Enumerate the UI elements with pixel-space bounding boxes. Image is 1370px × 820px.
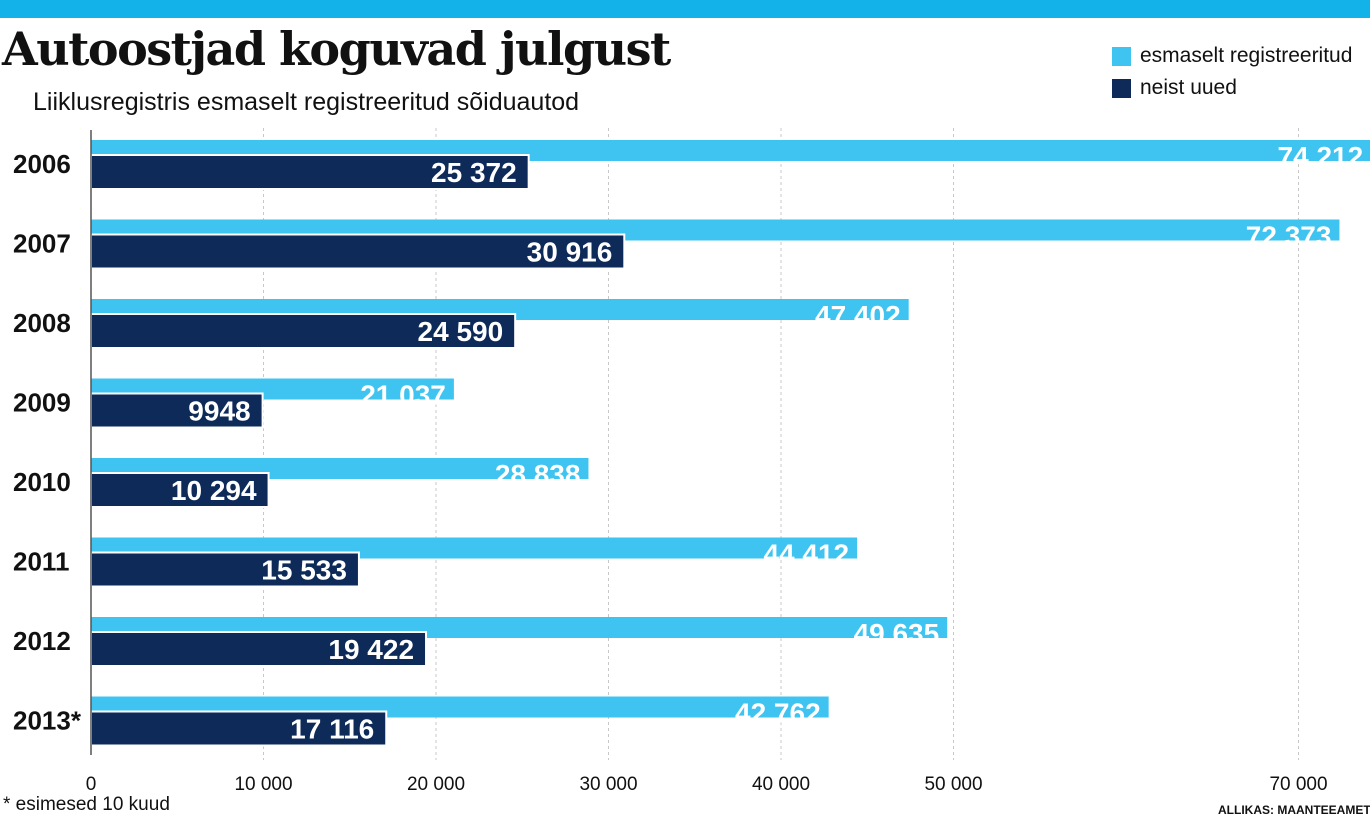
bar-new-0 bbox=[90, 154, 530, 190]
value-label-new-4: 10 294 bbox=[171, 475, 257, 506]
legend: esmaselt registreeritud neist uued bbox=[1112, 42, 1352, 106]
chart-subtitle: Liiklusregistris esmaselt registreeritud… bbox=[33, 88, 580, 116]
x-tick-label-3: 30 000 bbox=[579, 774, 637, 795]
value-label-new-6: 19 422 bbox=[328, 634, 414, 665]
value-label-new-2: 24 590 bbox=[418, 316, 504, 347]
value-label-registered-0: 74 212 bbox=[1278, 141, 1364, 172]
year-label-3: 2009 bbox=[13, 388, 71, 418]
legend-label-new: neist uued bbox=[1140, 76, 1237, 99]
bar-new-2 bbox=[90, 313, 517, 349]
year-label-2: 2008 bbox=[13, 308, 71, 338]
top-accent-bar bbox=[0, 0, 1370, 18]
legend-item-registered: esmaselt registreeritud bbox=[1112, 42, 1352, 70]
chart-title: Autoostjad koguvad julgust bbox=[2, 22, 671, 76]
x-tick-label-6: 70 000 bbox=[1269, 774, 1327, 795]
bar-chart: 2006 74 212 25 372 2007 72 373 30 916 2008 47 4… bbox=[13, 128, 1370, 795]
value-label-registered-6: 49 635 bbox=[854, 618, 940, 649]
x-tick-label-1: 10 000 bbox=[234, 774, 292, 795]
value-label-registered-7: 42 762 bbox=[735, 698, 821, 729]
year-label-6: 2012 bbox=[13, 626, 71, 656]
year-label-7: 2013* bbox=[13, 706, 82, 736]
source-label: ALLIKAS: MAANTEEAMET bbox=[1218, 803, 1370, 817]
x-tick-label-4: 40 000 bbox=[752, 774, 810, 795]
x-tick-label-0: 0 bbox=[86, 774, 97, 795]
legend-swatch-new bbox=[1112, 78, 1131, 98]
value-label-registered-3: 21 037 bbox=[360, 380, 446, 411]
year-label-5: 2011 bbox=[13, 547, 69, 577]
footnote: * esimesed 10 kuud bbox=[3, 794, 170, 815]
bar-new-3 bbox=[90, 392, 264, 429]
value-label-registered-2: 47 402 bbox=[815, 300, 901, 331]
value-label-new-3: 9948 bbox=[188, 396, 250, 427]
x-tick-label-2: 20 000 bbox=[407, 774, 465, 795]
value-label-new-5: 15 533 bbox=[261, 555, 347, 586]
legend-label-registered: esmaselt registreeritud bbox=[1140, 44, 1353, 67]
value-label-new-0: 25 372 bbox=[431, 157, 517, 188]
value-label-registered-5: 44 412 bbox=[763, 539, 849, 570]
x-tick-label-5: 50 000 bbox=[924, 774, 982, 795]
year-label-0: 2006 bbox=[13, 149, 71, 179]
legend-swatch-registered bbox=[1112, 46, 1131, 66]
value-label-registered-4: 28 838 bbox=[495, 459, 581, 490]
value-label-new-7: 17 116 bbox=[290, 714, 374, 745]
legend-item-new: neist uued bbox=[1112, 74, 1352, 102]
value-label-registered-1: 72 373 bbox=[1246, 221, 1332, 252]
year-label-4: 2010 bbox=[13, 467, 71, 497]
bar-new-5 bbox=[90, 551, 360, 588]
year-label-1: 2007 bbox=[13, 229, 71, 259]
bar-new-6 bbox=[90, 631, 428, 667]
value-label-new-1: 30 916 bbox=[527, 237, 613, 268]
bar-new-1 bbox=[90, 233, 626, 270]
